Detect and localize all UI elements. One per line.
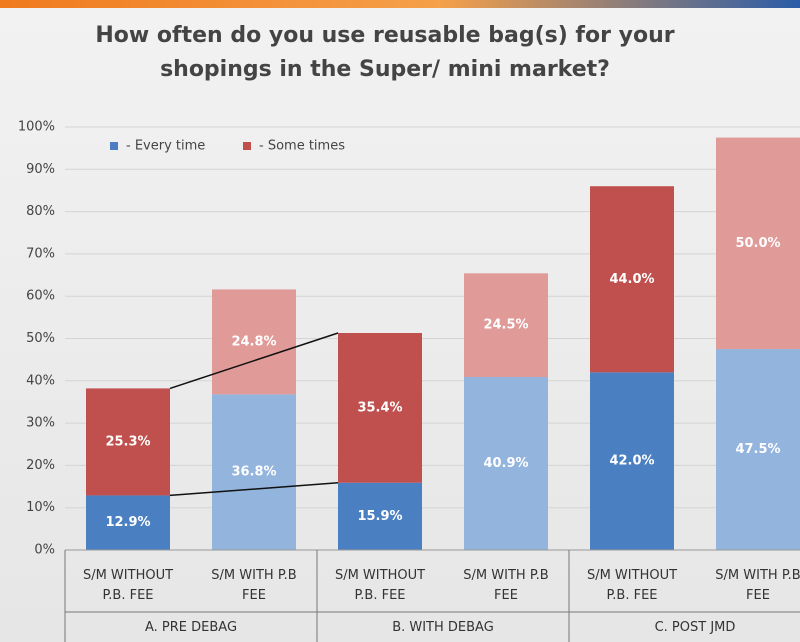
group-label: A. PRE DEBAG [144, 620, 238, 635]
y-tick-label: 60% [26, 289, 55, 304]
connector-line [169, 332, 339, 390]
top-bar [0, 0, 800, 8]
y-tick-label: 0% [34, 543, 55, 558]
x-tick-label: S/M WITHOUT P.B. FEE [334, 568, 426, 603]
bar-segment [590, 372, 674, 550]
bar-segment [590, 186, 674, 373]
data-label: 40.9% [483, 456, 528, 471]
x-tick-label: S/M WITHOUT P.B. FEE [82, 568, 174, 603]
legend-swatch [243, 142, 251, 150]
bar-segment [464, 376, 548, 550]
y-tick-label: 40% [26, 373, 55, 388]
x-tick-label: S/M WITH P.B FEE [715, 568, 800, 603]
legend-label: - Some times [259, 139, 345, 154]
legend-label: - Every time [126, 139, 205, 154]
data-label: 42.0% [609, 454, 654, 469]
data-label: 35.4% [357, 400, 402, 415]
bar-segment [338, 482, 422, 550]
bar-segment [464, 273, 548, 377]
x-tick-label: S/M WITH P.B FEE [463, 568, 549, 603]
chart-title: How often do you use reusable bag(s) for… [95, 23, 674, 82]
bar-segment [338, 333, 422, 483]
bar-segment [212, 394, 296, 550]
y-tick-label: 10% [26, 500, 55, 515]
data-label: 50.0% [735, 236, 780, 251]
data-label: 15.9% [357, 509, 402, 524]
bar-segment [716, 349, 800, 550]
y-tick-label: 20% [26, 458, 55, 473]
x-tick-label: S/M WITH P.B FEE [211, 568, 297, 603]
data-label: 24.8% [231, 334, 276, 349]
data-label: 44.0% [609, 272, 654, 287]
bar-segment [86, 495, 170, 550]
data-label: 12.9% [105, 515, 150, 530]
x-tick-label: S/M WITHOUT P.B. FEE [586, 568, 678, 603]
y-tick-label: 100% [18, 120, 55, 135]
y-tick-label: 70% [26, 246, 55, 261]
legend-swatch [110, 142, 118, 150]
y-tick-label: 90% [26, 162, 55, 177]
y-tick-label: 30% [26, 416, 55, 431]
bar-segment [716, 137, 800, 350]
data-label: 47.5% [735, 442, 780, 457]
y-tick-label: 80% [26, 204, 55, 219]
group-label: B. WITH DEBAG [392, 620, 494, 635]
data-label: 24.5% [483, 318, 528, 333]
bar-segment [86, 388, 170, 496]
y-tick-label: 50% [26, 331, 55, 346]
data-label: 36.8% [231, 465, 276, 480]
group-label: C. POST JMD [654, 620, 736, 635]
connector-line [169, 481, 339, 497]
data-label: 25.3% [105, 434, 150, 449]
bar-segment [212, 289, 296, 395]
